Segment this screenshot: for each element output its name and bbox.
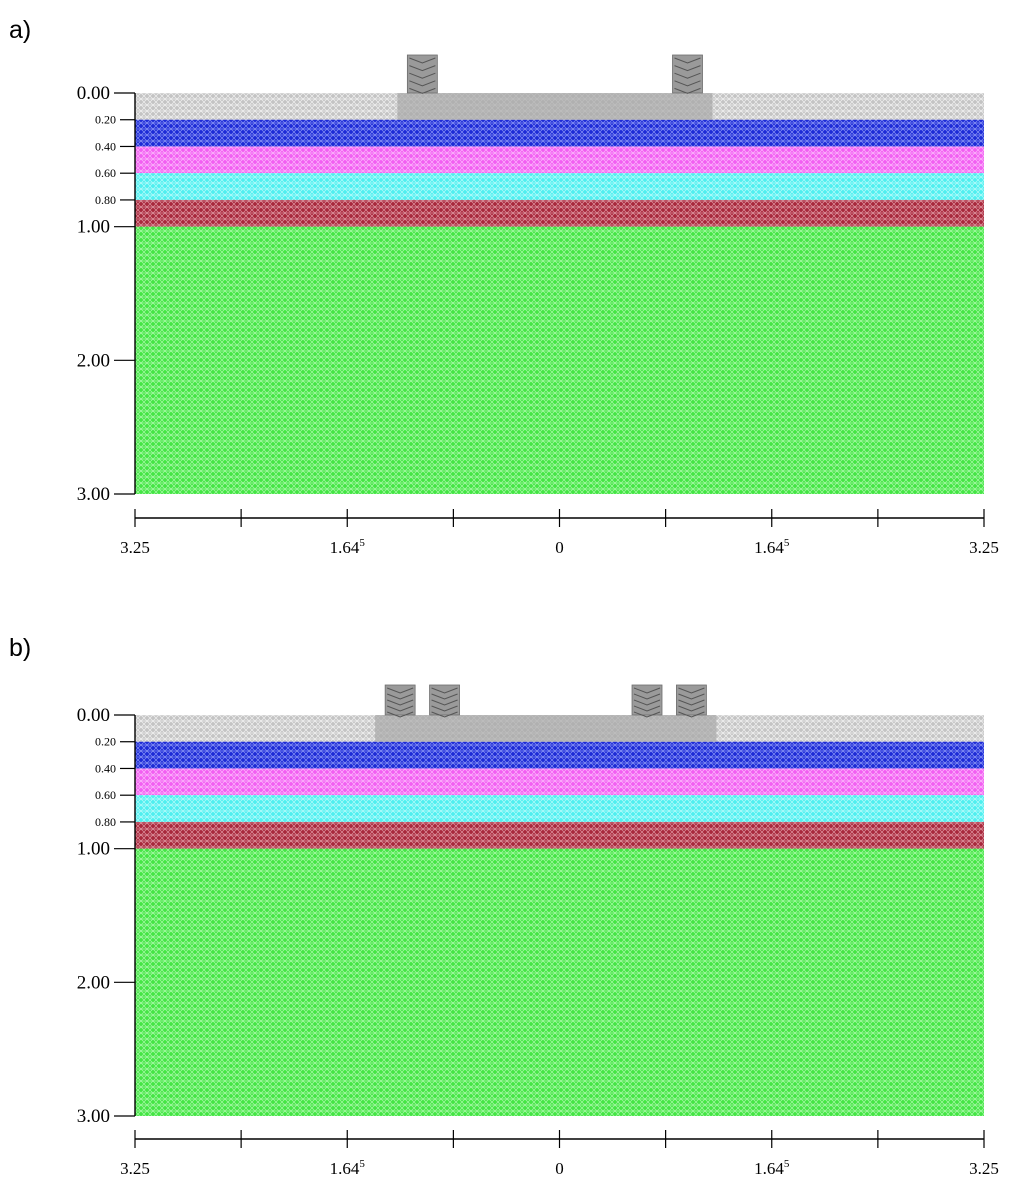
depth-tick-label: 0.20 — [95, 113, 116, 127]
width-tick-label: 1.645 — [330, 537, 366, 557]
depth-tick-label: 1.00 — [77, 839, 110, 860]
layer-magenta — [135, 146, 984, 173]
depth-tick-label: 0.60 — [95, 166, 116, 180]
layer-magenta — [135, 768, 984, 795]
wheel — [430, 685, 460, 717]
wheel — [632, 685, 662, 717]
width-tick-label: 3.25 — [969, 538, 999, 557]
depth-tick-label: 0.40 — [95, 139, 116, 153]
depth-tick-label: 2.00 — [77, 972, 110, 993]
depth-tick-label: 0.40 — [95, 761, 116, 775]
depth-tick-label: 3.00 — [77, 484, 110, 505]
layer-cyan — [135, 173, 984, 200]
width-tick-label: 3.25 — [120, 538, 150, 557]
width-tick-label: 3.25 — [120, 1159, 150, 1178]
wheel — [676, 685, 706, 717]
wheel — [385, 685, 415, 717]
layer-blue — [135, 120, 984, 147]
width-tick-label: 3.25 — [969, 1159, 999, 1178]
panel-b: b) 0.00 0.20 0.40 0.60 0.80 1.00 2.00 3.00 3.25 1… — [0, 622, 1016, 1182]
layer-red — [135, 200, 984, 227]
width-tick-label: 0 — [555, 1159, 564, 1178]
layer-green — [135, 849, 984, 1116]
panel-a: a) 0.00 0.20 0.40 0.60 0.80 1.00 2.00 3.00 3.25 1… — [0, 0, 1016, 590]
mesh-figure: 0.00 0.20 0.40 0.60 0.80 1.00 2.00 3.00 3.25 1.64… — [0, 0, 1016, 590]
depth-tick-label: 0.20 — [95, 735, 116, 749]
loaded-zone — [397, 93, 712, 120]
layer-cyan — [135, 795, 984, 822]
depth-tick-label: 0.00 — [77, 705, 110, 726]
depth-tick-label: 0.80 — [95, 193, 116, 207]
layer-blue — [135, 742, 984, 769]
depth-tick-label: 2.00 — [77, 350, 110, 371]
depth-tick-label: 3.00 — [77, 1106, 110, 1127]
width-tick-label: 1.645 — [754, 1158, 790, 1178]
wheel — [407, 55, 437, 93]
depth-tick-label: 1.00 — [77, 217, 110, 238]
width-tick-label: 1.645 — [330, 1158, 366, 1178]
mesh-figure: 0.00 0.20 0.40 0.60 0.80 1.00 2.00 3.00 3.25 1.64… — [0, 622, 1016, 1182]
wheel — [673, 55, 703, 93]
depth-tick-label: 0.80 — [95, 815, 116, 829]
depth-tick-label: 0.60 — [95, 788, 116, 802]
width-tick-label: 1.645 — [754, 537, 790, 557]
layer-red — [135, 822, 984, 849]
depth-tick-label: 0.00 — [77, 83, 110, 104]
layer-green — [135, 227, 984, 494]
loaded-zone — [375, 715, 716, 742]
width-tick-label: 0 — [555, 538, 564, 557]
